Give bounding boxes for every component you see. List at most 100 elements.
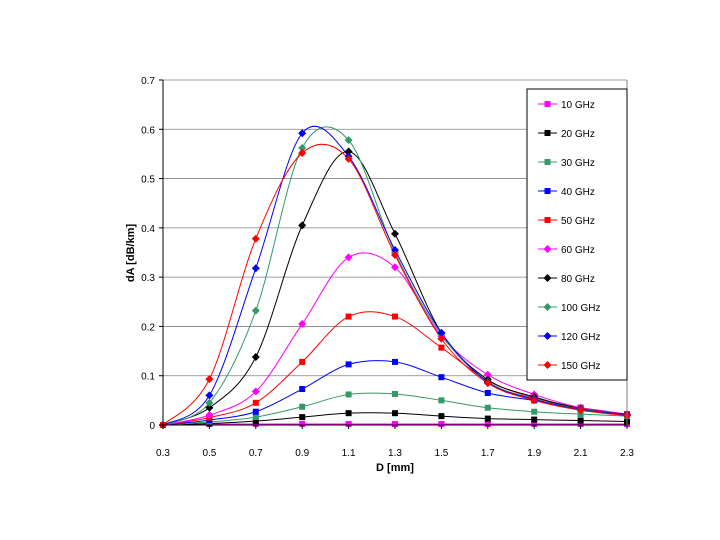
data-point-10-ghz [299, 421, 306, 428]
legend-marker-20-ghz [544, 130, 551, 136]
data-point-80-ghz [298, 221, 307, 230]
x-tick-label: 2.3 [620, 448, 634, 459]
data-point-30-ghz [299, 403, 306, 410]
legend-marker-60-ghz [543, 245, 552, 253]
x-axis-title: D [mm] [376, 462, 414, 474]
y-tick-label: 0.4 [141, 224, 155, 235]
data-point-120-ghz [298, 129, 307, 138]
data-point-10-ghz [438, 421, 445, 428]
data-point-10-ghz [392, 421, 398, 428]
data-point-40-ghz [438, 374, 445, 381]
data-point-100-ghz [205, 398, 214, 407]
x-tick-label: 1.9 [527, 448, 541, 459]
data-point-150-ghz [344, 154, 353, 163]
y-tick-label: 0.2 [141, 322, 155, 333]
legend-label: 30 GHz [561, 158, 595, 169]
data-point-150-ghz [205, 375, 214, 384]
y-tick-label: 0 [149, 421, 155, 432]
series-markers [159, 129, 631, 429]
legend-marker-30-ghz [544, 159, 551, 165]
data-point-10-ghz [484, 421, 491, 428]
y-tick-labels: 0 0.1 0.2 0.3 0.4 0.5 0.6 0.7 [141, 76, 163, 432]
data-point-20-ghz [345, 410, 352, 417]
data-point-150-ghz [298, 148, 307, 157]
data-point-10-ghz [531, 421, 538, 428]
data-point-30-ghz [531, 408, 538, 415]
data-point-30-ghz [484, 404, 491, 411]
legend-label: 80 GHz [561, 274, 595, 285]
data-point-120-ghz [437, 328, 446, 337]
legend-label: 120 GHz [561, 332, 600, 343]
y-tick-label: 0.3 [141, 273, 155, 284]
legend-marker-40-ghz [544, 188, 551, 194]
data-point-60-ghz [205, 411, 214, 420]
legend-box [526, 88, 628, 381]
data-point-50-ghz [392, 313, 398, 320]
data-point-10-ghz [345, 421, 352, 428]
data-point-80-ghz [391, 229, 399, 238]
data-point-150-ghz [483, 379, 492, 388]
legend-label: 50 GHz [561, 216, 595, 227]
legend-label: 100 GHz [561, 303, 600, 314]
data-point-20-ghz [392, 410, 398, 417]
data-point-50-ghz [438, 344, 445, 351]
data-point-150-ghz [437, 334, 446, 343]
data-point-40-ghz [252, 408, 259, 415]
legend-marker-100-ghz [543, 303, 552, 311]
data-point-40-ghz [299, 386, 306, 393]
data-point-10-ghz [577, 421, 584, 428]
data-point-40-ghz [484, 389, 491, 396]
data-point-20-ghz [438, 413, 445, 420]
legend-label: 150 GHz [561, 361, 600, 372]
x-tick-label: 1.3 [388, 448, 402, 459]
data-point-40-ghz [392, 358, 398, 365]
data-point-100-ghz [344, 136, 353, 145]
data-point-20-ghz [484, 415, 491, 422]
data-point-150-ghz [391, 250, 399, 259]
legend-marker-120-ghz [543, 332, 552, 340]
data-point-120-ghz [391, 246, 399, 255]
data-point-60-ghz [391, 263, 399, 272]
data-point-150-ghz [576, 406, 585, 415]
data-point-20-ghz [577, 417, 584, 424]
data-point-100-ghz [251, 306, 260, 315]
y-axis-title: dA [dB/km] [125, 224, 137, 283]
legend: 10 GHz 20 GHz 30 GHz 40 GHz 50 GHz 60 GHz 80 G… [526, 88, 628, 381]
data-point-40-ghz [345, 361, 352, 368]
legend-marker-150-ghz [543, 361, 552, 369]
data-point-100-ghz [298, 144, 307, 153]
data-point-120-ghz [251, 264, 260, 273]
y-tick-label: 0.5 [141, 175, 155, 186]
legend-label: 60 GHz [561, 245, 595, 256]
legend-label: 10 GHz [561, 100, 595, 111]
data-point-80-ghz [251, 352, 260, 361]
y-tick-label: 0.1 [141, 372, 155, 383]
data-point-150-ghz [530, 396, 539, 405]
data-point-30-ghz [252, 414, 259, 421]
legend-marker-80-ghz [543, 274, 552, 282]
x-tick-label: 0.7 [249, 448, 263, 459]
data-point-30-ghz [438, 397, 445, 404]
x-tick-label: 1.1 [342, 448, 356, 459]
x-tick-label: 0.9 [295, 448, 309, 459]
legend-marker-50-ghz [544, 217, 551, 223]
legend-label: 20 GHz [561, 129, 595, 140]
data-point-30-ghz [392, 390, 398, 397]
x-tick-label: 0.5 [202, 448, 216, 459]
y-tick-label: 0.6 [141, 125, 155, 136]
data-point-60-ghz [298, 319, 307, 328]
data-point-120-ghz [205, 391, 214, 400]
data-point-50-ghz [345, 313, 352, 320]
x-tick-label: 2.1 [574, 448, 588, 459]
x-tick-label: 0.3 [156, 448, 170, 459]
legend-label: 40 GHz [561, 187, 595, 198]
data-point-20-ghz [252, 418, 259, 425]
y-tick-label: 0.7 [141, 76, 155, 87]
x-tick-labels: 0.3 0.5 0.7 0.9 1.1 1.3 1.5 1.7 1.9 2.1 2.3 [156, 425, 634, 459]
x-tick-label: 1.7 [481, 448, 495, 459]
data-point-150-ghz [251, 234, 260, 243]
data-point-80-ghz [205, 403, 214, 412]
data-point-20-ghz [531, 416, 538, 423]
data-point-80-ghz [344, 147, 353, 156]
